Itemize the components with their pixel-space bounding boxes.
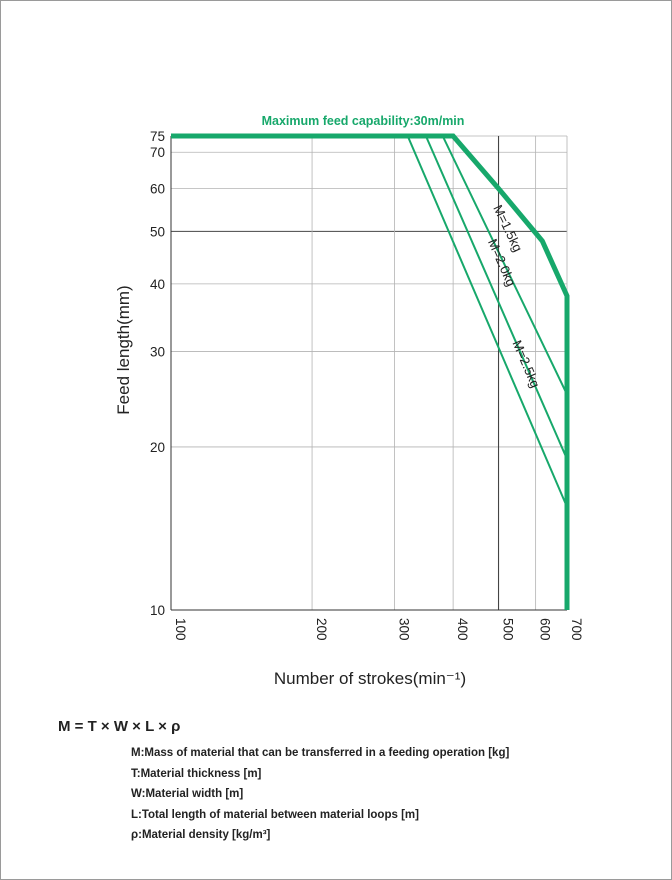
y-tick-20: 20	[150, 440, 165, 455]
y-tick-40: 40	[150, 277, 165, 292]
x-tick-labels: 100 200 300 400 500 600 700	[173, 618, 584, 641]
y-tick-60: 60	[150, 181, 165, 196]
x-tick-500: 500	[501, 618, 516, 641]
formula: M = T × W × L × ρ	[58, 718, 180, 735]
y-axis-label: Feed length(mm)	[114, 285, 133, 414]
y-tick-70: 70	[150, 145, 165, 160]
x-tick-700: 700	[569, 618, 584, 641]
definition-rho: ρ:Material density [kg/m³]	[131, 825, 509, 846]
y-tick-75: 75	[150, 129, 165, 144]
chart-title: Maximum feed capability:30m/min	[262, 114, 465, 128]
definition-w: W:Material width [m]	[131, 784, 509, 805]
x-tick-600: 600	[538, 618, 553, 641]
x-tick-100: 100	[173, 618, 188, 641]
series-lines	[171, 136, 567, 610]
definition-t: T:Material thickness [m]	[131, 764, 509, 785]
series-line-m-2-5kg	[408, 136, 567, 507]
x-axis-label: Number of strokes(min⁻¹)	[274, 669, 466, 688]
definition-m: M:Mass of material that can be transferr…	[131, 743, 509, 764]
grid	[171, 136, 567, 610]
x-tick-400: 400	[455, 618, 470, 641]
x-tick-200: 200	[314, 618, 329, 641]
definition-l: L:Total length of material between mater…	[131, 805, 509, 826]
definitions-list: M:Mass of material that can be transferr…	[131, 743, 509, 846]
feed-chart: Maximum feed capability:30m/min 10 20 30 40…	[1, 1, 672, 701]
envelope-line	[171, 136, 567, 610]
y-tick-30: 30	[150, 345, 165, 360]
y-tick-50: 50	[150, 224, 165, 239]
x-tick-300: 300	[397, 618, 412, 641]
y-tick-10: 10	[150, 603, 165, 618]
